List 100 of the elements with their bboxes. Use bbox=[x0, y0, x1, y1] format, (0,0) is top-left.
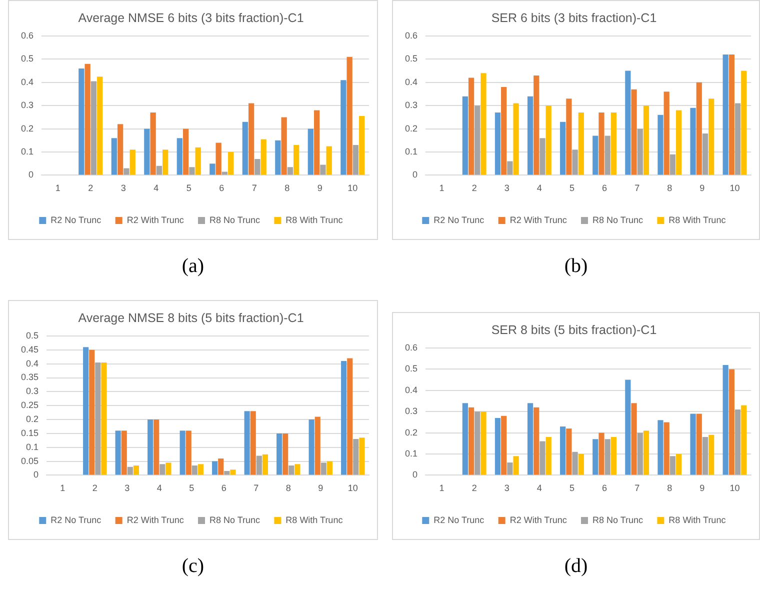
bar bbox=[359, 438, 365, 475]
x-tick-label: 7 bbox=[634, 183, 640, 194]
y-tick-label: 0.1 bbox=[404, 146, 418, 156]
legend-label: R8 No Trunc bbox=[592, 514, 644, 525]
bar bbox=[690, 414, 696, 475]
y-tick-label: 0 bbox=[28, 170, 34, 180]
y-tick-label: 0.6 bbox=[20, 30, 34, 40]
bar bbox=[222, 172, 228, 175]
x-tick-label: 3 bbox=[120, 183, 126, 194]
bar bbox=[97, 76, 103, 175]
bar bbox=[592, 439, 598, 475]
bar bbox=[101, 362, 107, 475]
bar bbox=[480, 73, 486, 175]
bar bbox=[670, 456, 676, 475]
bar bbox=[256, 456, 262, 475]
bar bbox=[572, 150, 578, 175]
bar bbox=[708, 98, 714, 175]
bar bbox=[534, 75, 540, 175]
bar bbox=[117, 124, 124, 175]
bar bbox=[494, 418, 501, 475]
x-tick-label: 10 bbox=[730, 483, 740, 494]
x-tick-label: 9 bbox=[318, 483, 324, 494]
bar bbox=[248, 103, 254, 175]
bar bbox=[210, 164, 216, 175]
x-tick-label: 7 bbox=[252, 183, 257, 194]
bar bbox=[722, 54, 728, 175]
bar bbox=[216, 142, 222, 175]
x-tick-label: 2 bbox=[88, 183, 94, 194]
x-tick-label: 3 bbox=[504, 483, 510, 494]
bar bbox=[676, 454, 682, 475]
text: (c) bbox=[180, 555, 206, 578]
bar bbox=[696, 82, 702, 175]
y-tick-label: 0.5 bbox=[20, 54, 34, 64]
bar bbox=[244, 411, 250, 475]
bar bbox=[546, 437, 552, 475]
bar bbox=[276, 433, 282, 475]
y-tick-label: 0.3 bbox=[404, 100, 418, 110]
bar bbox=[690, 108, 696, 175]
bar bbox=[578, 112, 584, 175]
bar bbox=[664, 422, 670, 475]
x-tick-label: 8 bbox=[284, 183, 290, 194]
x-tick-label: 5 bbox=[186, 183, 192, 194]
x-tick-label: 1 bbox=[439, 483, 444, 494]
x-tick-label: 2 bbox=[472, 483, 477, 494]
bar bbox=[326, 146, 332, 175]
bar bbox=[741, 405, 747, 475]
x-tick-label: 1 bbox=[60, 483, 66, 494]
y-tick-label: 0.3 bbox=[20, 100, 34, 110]
bar bbox=[658, 420, 664, 475]
y-tick-label: 0.45 bbox=[20, 344, 39, 354]
x-tick-label: 6 bbox=[602, 183, 608, 194]
bar bbox=[314, 110, 320, 175]
bar bbox=[121, 430, 127, 475]
chart-title: Average NMSE 8 bits (5 bits fraction)-C1 bbox=[78, 310, 304, 325]
bar bbox=[288, 465, 294, 475]
bar bbox=[598, 112, 604, 175]
bar bbox=[282, 433, 288, 475]
bar bbox=[150, 112, 156, 175]
bar bbox=[192, 465, 198, 475]
y-tick-label: 0.5 bbox=[404, 364, 418, 374]
bar bbox=[127, 466, 133, 475]
x-tick-label: 10 bbox=[348, 483, 358, 494]
bar bbox=[212, 461, 218, 475]
y-tick-label: 0.25 bbox=[20, 400, 39, 410]
legend-label: R8 With Trunc bbox=[668, 514, 726, 525]
x-tick-label: 4 bbox=[536, 483, 542, 494]
bar bbox=[89, 350, 95, 475]
x-tick-label: 2 bbox=[472, 183, 477, 194]
x-tick-label: 8 bbox=[667, 183, 672, 194]
bar bbox=[260, 139, 266, 175]
bar bbox=[462, 403, 468, 475]
bar bbox=[133, 465, 139, 475]
bar bbox=[566, 428, 572, 475]
bar bbox=[320, 164, 326, 175]
bar bbox=[728, 369, 734, 475]
bar bbox=[186, 430, 192, 475]
bar bbox=[664, 92, 670, 175]
bar bbox=[308, 128, 314, 175]
bar bbox=[353, 439, 359, 475]
bar bbox=[702, 133, 708, 175]
bar bbox=[501, 87, 507, 175]
x-tick-label: 9 bbox=[700, 483, 705, 494]
bar bbox=[527, 96, 534, 175]
bar bbox=[494, 112, 501, 175]
text: (a) bbox=[180, 255, 206, 278]
bar bbox=[275, 140, 281, 175]
x-tick-label: 6 bbox=[221, 483, 226, 494]
legend-label: R8 With Trunc bbox=[286, 514, 344, 525]
x-tick-label: 8 bbox=[667, 483, 672, 494]
bar bbox=[320, 462, 326, 475]
bar bbox=[156, 166, 162, 175]
bar bbox=[566, 98, 572, 175]
bar bbox=[468, 407, 474, 475]
y-tick-label: 0.1 bbox=[20, 146, 34, 156]
x-tick-label: 4 bbox=[154, 183, 159, 194]
x-tick-label: 10 bbox=[348, 183, 358, 194]
x-tick-label: 8 bbox=[286, 483, 291, 494]
bar bbox=[734, 103, 741, 175]
bar bbox=[340, 80, 346, 175]
bar bbox=[78, 68, 84, 175]
